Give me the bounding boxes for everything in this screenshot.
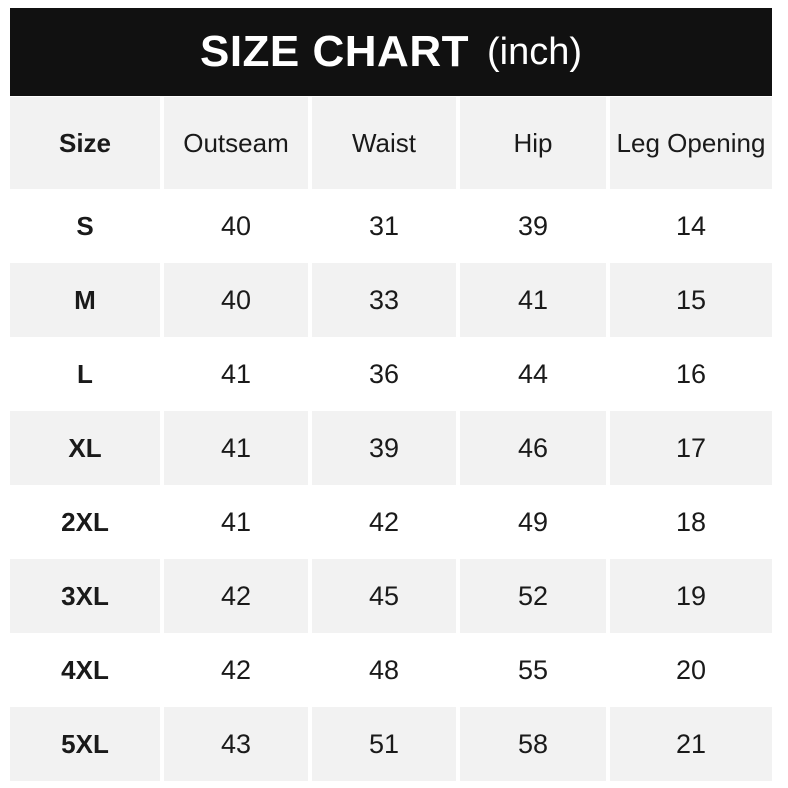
- cell-outseam: 41: [164, 337, 312, 411]
- cell-leg-opening: 15: [610, 263, 772, 337]
- cell-waist: 31: [312, 189, 460, 263]
- cell-hip: 44: [460, 337, 610, 411]
- cell-outseam: 41: [164, 411, 312, 485]
- cell-size: L: [10, 337, 164, 411]
- cell-waist: 33: [312, 263, 460, 337]
- cell-size: 3XL: [10, 559, 164, 633]
- table-header-row: Size Outseam Waist Hip Leg Opening: [10, 97, 772, 189]
- cell-leg-opening: 19: [610, 559, 772, 633]
- size-chart-table: Size Outseam Waist Hip Leg Opening S 40 …: [10, 97, 772, 781]
- cell-outseam: 42: [164, 633, 312, 707]
- cell-leg-opening: 17: [610, 411, 772, 485]
- column-header-hip: Hip: [460, 97, 610, 189]
- cell-leg-opening: 14: [610, 189, 772, 263]
- table-row: S 40 31 39 14: [10, 189, 772, 263]
- cell-hip: 52: [460, 559, 610, 633]
- table-row: M 40 33 41 15: [10, 263, 772, 337]
- title-banner: SIZE CHART (inch): [10, 8, 772, 96]
- table-row: 4XL 42 48 55 20: [10, 633, 772, 707]
- column-header-size: Size: [10, 97, 164, 189]
- table-row: XL 41 39 46 17: [10, 411, 772, 485]
- cell-size: M: [10, 263, 164, 337]
- cell-size: XL: [10, 411, 164, 485]
- cell-hip: 39: [460, 189, 610, 263]
- cell-hip: 46: [460, 411, 610, 485]
- cell-waist: 36: [312, 337, 460, 411]
- cell-hip: 55: [460, 633, 610, 707]
- cell-leg-opening: 20: [610, 633, 772, 707]
- cell-hip: 41: [460, 263, 610, 337]
- cell-hip: 49: [460, 485, 610, 559]
- cell-waist: 51: [312, 707, 460, 781]
- title-unit-label: (inch): [486, 31, 583, 73]
- cell-leg-opening: 21: [610, 707, 772, 781]
- cell-outseam: 41: [164, 485, 312, 559]
- page-title: SIZE CHART: [199, 27, 469, 76]
- cell-waist: 39: [312, 411, 460, 485]
- cell-size: 2XL: [10, 485, 164, 559]
- cell-waist: 42: [312, 485, 460, 559]
- table-row: 3XL 42 45 52 19: [10, 559, 772, 633]
- cell-outseam: 40: [164, 189, 312, 263]
- cell-leg-opening: 16: [610, 337, 772, 411]
- cell-size: S: [10, 189, 164, 263]
- table-body: S 40 31 39 14 M 40 33 41 15 L 41 36 44 1…: [10, 189, 772, 781]
- cell-size: 5XL: [10, 707, 164, 781]
- table-row: 2XL 41 42 49 18: [10, 485, 772, 559]
- cell-waist: 45: [312, 559, 460, 633]
- cell-outseam: 40: [164, 263, 312, 337]
- cell-outseam: 42: [164, 559, 312, 633]
- table-row: 5XL 43 51 58 21: [10, 707, 772, 781]
- column-header-leg-opening: Leg Opening: [610, 97, 772, 189]
- table-row: L 41 36 44 16: [10, 337, 772, 411]
- column-header-waist: Waist: [312, 97, 460, 189]
- cell-size: 4XL: [10, 633, 164, 707]
- column-header-outseam: Outseam: [164, 97, 312, 189]
- cell-outseam: 43: [164, 707, 312, 781]
- cell-hip: 58: [460, 707, 610, 781]
- cell-leg-opening: 18: [610, 485, 772, 559]
- cell-waist: 48: [312, 633, 460, 707]
